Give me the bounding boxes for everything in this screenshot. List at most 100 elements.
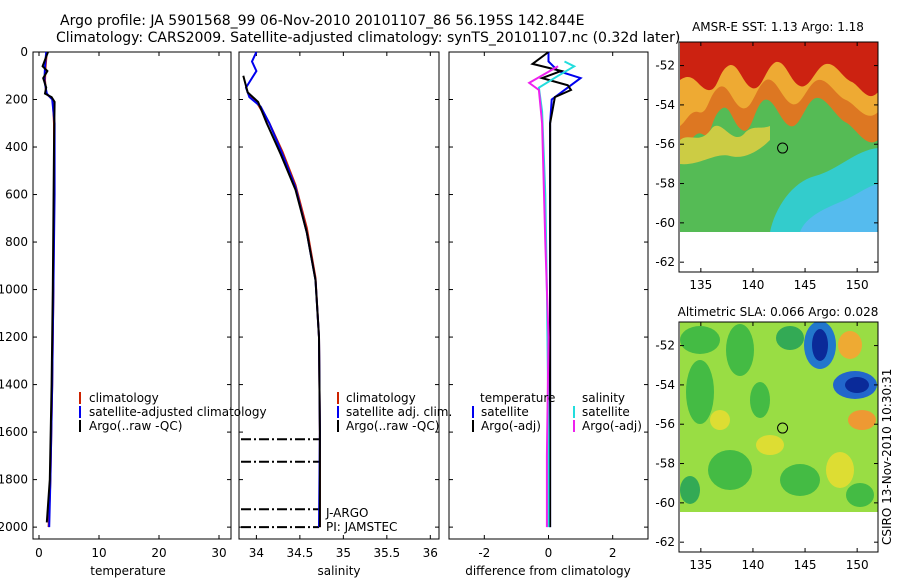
temperature-panel: 0 200 400 600 800 1000 1200 1400 1600 1800 2000 0 10… (0, 45, 267, 578)
csiro-stamp: CSIRO 13-Nov-2010 10:30:31 (880, 369, 894, 545)
y-tick-label: -58 (655, 457, 675, 471)
sla-blob (750, 382, 770, 418)
sst-map-panel: AMSR-E SST: 1.13 Argo: 1.18 -52 -54 -56 -58… (655, 20, 879, 292)
x-tick-label: 2 (609, 546, 617, 560)
sla-blob (826, 452, 854, 488)
temperature-xlabel: temperature (90, 564, 165, 578)
series-line-salinity-argo-adj- (527, 65, 559, 528)
legend-label-satellite: satellite adj. clim. (346, 405, 452, 419)
sla-blob (756, 435, 784, 455)
annotation-pi: PI: JAMSTEC (326, 520, 397, 534)
sla-nodata (680, 512, 878, 552)
sla-blob (838, 331, 862, 359)
legend-label-temp-argo: Argo(-adj) (481, 419, 541, 433)
y-tick-label: 1000 (0, 283, 28, 297)
temperature-panel-frame (32, 51, 232, 540)
sla-heatmap (680, 322, 878, 552)
x-tick-label: 0 (35, 546, 43, 560)
temperature-legend: climatology satellite-adjusted climatolo… (79, 391, 267, 433)
sla-blob (686, 360, 714, 424)
x-tick-label: 35 (336, 546, 351, 560)
x-tick-label: 145 (794, 278, 817, 292)
salinity-panel: 34 34.5 35 35.5 36 salinity climatology sate… (238, 51, 452, 578)
y-tick-label: -52 (655, 59, 675, 73)
sla-blob (848, 410, 876, 430)
x-tick-label: 135 (689, 278, 712, 292)
series-line-satellite-adj-clim- (244, 51, 321, 528)
difference-xlabel: difference from climatology (465, 564, 631, 578)
sla-map-frame (678, 321, 879, 553)
sla-argo-location-marker (777, 422, 789, 434)
y-tick-label: 800 (5, 235, 28, 249)
legend-label-climatology: climatology (89, 391, 159, 405)
sla-blob (846, 483, 874, 507)
sst-map-frame (678, 41, 879, 273)
sla-blob (726, 324, 754, 376)
sst-heatmap (680, 42, 878, 272)
legend-label-climatology: climatology (346, 391, 416, 405)
annotation-j-argo: J-ARGO (325, 506, 368, 520)
y-tick-label: -54 (655, 98, 675, 112)
y-tick-label: 2000 (0, 520, 28, 534)
y-tick-label: 1800 (0, 473, 28, 487)
sst-argo-location-marker (777, 142, 789, 154)
legend-label-sal-argo: Argo(-adj) (582, 419, 642, 433)
x-tick-label: 36 (423, 546, 438, 560)
series-line-salinity-satellite (537, 60, 577, 528)
y-tick-label: -60 (655, 496, 675, 510)
y-tick-label: 1400 (0, 378, 28, 392)
x-tick-label: 35.5 (373, 546, 400, 560)
y-tick-label: 0 (20, 45, 28, 59)
x-tick-label: 30 (211, 546, 226, 560)
sla-blob (812, 329, 828, 361)
x-tick-label: 34.5 (287, 546, 314, 560)
difference-panel: -2 0 2 difference from climatology tempera… (448, 51, 649, 578)
difference-legend: temperature salinity satellite Argo(-adj… (472, 391, 642, 433)
y-tick-label: -56 (655, 417, 675, 431)
x-tick-label: 150 (846, 278, 869, 292)
sla-map-title: Altimetric SLA: 0.066 Argo: 0.028 (678, 305, 879, 319)
series-line-argo-raw-qc- (242, 75, 321, 528)
x-tick-label: 34 (249, 546, 264, 560)
x-tick-label: 140 (741, 558, 764, 572)
legend-title-temperature: temperature (480, 391, 555, 405)
sla-blob (845, 377, 869, 393)
sla-map-panel: Altimetric SLA: 0.066 Argo: 0.028 -52 -54… (655, 305, 879, 572)
sla-blob (680, 476, 700, 504)
legend-label-argo: Argo(..raw -QC) (346, 419, 439, 433)
series-line-temperature-argo-adj- (530, 51, 573, 528)
y-tick-label: -52 (655, 339, 675, 353)
sla-blob (776, 326, 804, 350)
y-tick-label: 1600 (0, 425, 28, 439)
y-tick-label: 600 (5, 188, 28, 202)
sla-blob (680, 326, 720, 354)
sla-blob (780, 464, 820, 496)
legend-label-satellite: satellite-adjusted climatology (89, 405, 267, 419)
y-tick-label: -58 (655, 177, 675, 191)
series-line-argo-raw-qc- (41, 51, 56, 523)
header-line1: Argo profile: JA 5901568_99 06-Nov-2010 … (60, 13, 584, 29)
x-tick-label: -2 (478, 546, 490, 560)
x-tick-label: 20 (151, 546, 166, 560)
x-tick-label: 135 (689, 558, 712, 572)
y-tick-label: -60 (655, 216, 675, 230)
x-tick-label: 150 (846, 558, 869, 572)
legend-label-sal-satellite: satellite (582, 405, 630, 419)
x-tick-label: 140 (741, 278, 764, 292)
y-tick-label: -62 (655, 535, 675, 549)
sst-hot-core (680, 42, 878, 97)
x-tick-label: 10 (91, 546, 106, 560)
legend-label-argo: Argo(..raw -QC) (89, 419, 182, 433)
salinity-panel-frame (238, 51, 440, 540)
x-tick-label: 145 (794, 558, 817, 572)
salinity-legend: climatology satellite adj. clim. Argo(..… (337, 391, 452, 433)
series-line-temperature-satellite (547, 52, 583, 528)
y-tick-label: 400 (5, 140, 28, 154)
salinity-xlabel: salinity (317, 564, 360, 578)
sst-nodata (680, 232, 878, 272)
y-tick-label: -54 (655, 378, 675, 392)
sla-blob (710, 410, 730, 430)
sst-map-title: AMSR-E SST: 1.13 Argo: 1.18 (692, 20, 864, 34)
y-tick-label: 200 (5, 93, 28, 107)
